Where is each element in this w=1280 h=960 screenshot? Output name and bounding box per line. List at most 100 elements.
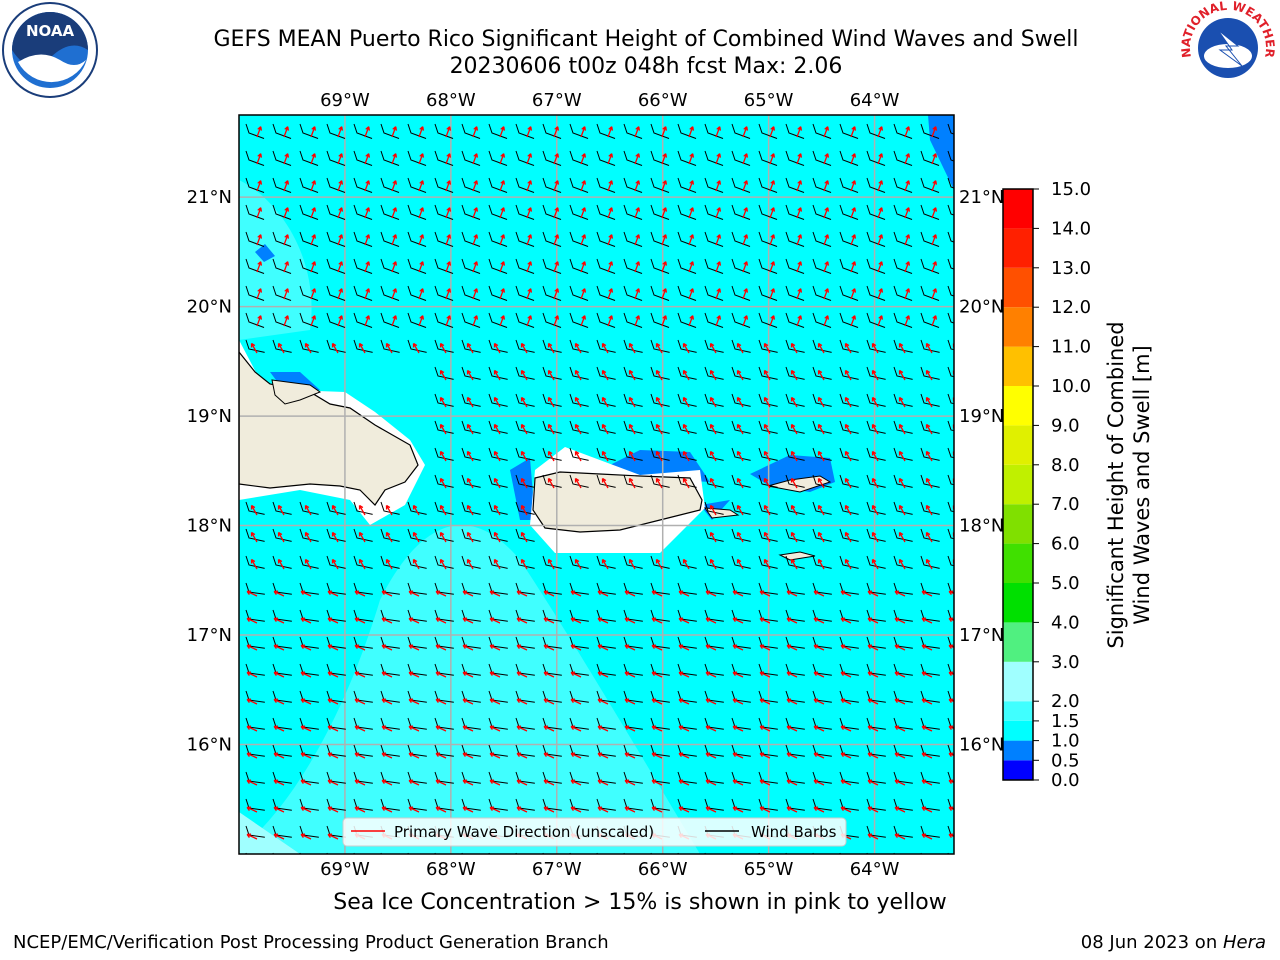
wave-arrow (327, 698, 339, 705)
lat-tick-label: 18°N (959, 516, 1004, 537)
wind-barb (461, 150, 481, 166)
wind-barb (515, 339, 535, 353)
wind-barb (893, 150, 913, 166)
wind-barb (758, 447, 778, 461)
wind-barb (542, 555, 562, 569)
wind-barb (407, 258, 427, 274)
wave-arrow (489, 752, 501, 759)
colorbar-tick-label: 1.0 (1051, 731, 1080, 752)
wave-arrow (921, 644, 933, 651)
wind-barb (245, 123, 265, 139)
wave-arrow (705, 644, 717, 651)
wave-arrow (381, 671, 393, 678)
wave-arrow (840, 779, 852, 786)
wind-barb (839, 366, 859, 380)
wave-arrow (715, 180, 722, 192)
wave-arrow (715, 153, 722, 165)
wave-arrow (516, 752, 528, 759)
wind-barb (704, 420, 724, 434)
wave-arrow (931, 153, 938, 165)
wind-barb (272, 177, 292, 193)
wind-barb (407, 204, 427, 220)
wind-barb (515, 177, 535, 193)
wind-barb (731, 123, 751, 139)
wave-arrow (543, 752, 555, 759)
colorbar-segment (1003, 583, 1033, 623)
wave-arrow (543, 698, 555, 705)
wave-arrow (598, 861, 608, 866)
wind-barb (488, 501, 508, 515)
wave-arrow (813, 590, 825, 597)
wave-arrow (354, 644, 366, 651)
wind-barb (677, 447, 697, 461)
wind-barb (947, 123, 954, 135)
wave-arrow (520, 477, 528, 489)
wave-arrow (499, 207, 506, 219)
wind-barb (434, 447, 454, 461)
wave-arrow (661, 207, 668, 219)
wave-arrow (790, 531, 798, 543)
wind-barb (461, 501, 481, 515)
wind-barb (569, 231, 589, 247)
wave-arrow (499, 261, 506, 273)
wave-arrow (543, 725, 555, 732)
wave-arrow (445, 126, 452, 138)
wind-barb (893, 474, 913, 488)
wave-arrow (547, 342, 555, 354)
lon-tick-label: 64°W (850, 859, 900, 880)
wind-barb (920, 447, 940, 461)
wave-arrow (682, 342, 690, 354)
wind-barb (623, 339, 643, 353)
wave-arrow (796, 315, 803, 327)
wave-arrow (796, 126, 803, 138)
wind-barb (434, 339, 454, 353)
wave-arrow (472, 126, 479, 138)
wave-arrow (601, 369, 609, 381)
wind-barb (434, 177, 454, 193)
wind-barb (623, 420, 643, 434)
wind-barb (515, 420, 535, 434)
wind-barb (245, 312, 265, 328)
wave-arrow (408, 779, 420, 786)
wind-barb (623, 204, 643, 220)
map-area (239, 115, 954, 866)
wave-arrow (769, 234, 776, 246)
wave-arrow (925, 477, 933, 489)
wave-arrow (543, 644, 555, 651)
wind-barb (650, 420, 670, 434)
wave-arrow (462, 671, 474, 678)
wave-arrow (597, 590, 609, 597)
wave-arrow (867, 779, 879, 786)
wave-arrow (817, 531, 825, 543)
wave-arrow (246, 833, 258, 840)
land-masses (239, 340, 832, 561)
wave-arrow (894, 833, 906, 840)
wind-barb (596, 123, 616, 139)
wave-arrow (283, 180, 290, 192)
wave-arrow (520, 504, 528, 516)
wave-arrow (462, 752, 474, 759)
colorbar-tick-label: 2.0 (1051, 691, 1080, 712)
wind-barb (839, 231, 859, 247)
wind-barb (650, 447, 670, 461)
wind-barb (515, 231, 535, 247)
wind-barb (596, 393, 616, 407)
wave-arrow (688, 261, 695, 273)
wave-arrow (628, 396, 636, 408)
wave-arrow (894, 779, 906, 786)
wave-arrow (790, 342, 798, 354)
wave-arrow (489, 590, 501, 597)
wave-arrow (634, 153, 641, 165)
wave-arrow (250, 504, 258, 516)
wave-arrow (769, 180, 776, 192)
wave-arrow (435, 617, 447, 624)
wind-barb (758, 123, 778, 139)
wave-arrow (844, 504, 852, 516)
wave-arrow (435, 752, 447, 759)
wind-barb (542, 393, 562, 407)
wave-arrow (790, 504, 798, 516)
wind-barb (785, 285, 805, 301)
wave-arrow (813, 806, 825, 813)
wind-barb (947, 447, 954, 459)
wave-arrow (547, 450, 555, 462)
